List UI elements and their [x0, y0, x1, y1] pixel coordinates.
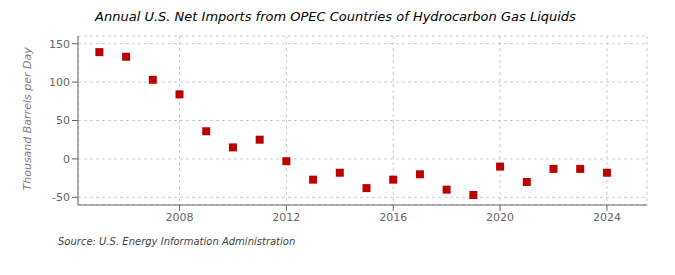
svg-text:2020: 2020 — [486, 211, 514, 224]
svg-text:2012: 2012 — [272, 211, 300, 224]
svg-text:2016: 2016 — [379, 211, 407, 224]
svg-text:2024: 2024 — [593, 211, 621, 224]
html-text:Annual U.S. Net Imports from O: Annual U.S. Net Imports from OPEC Countr… — [95, 9, 576, 24]
svg-text:50: 50 — [56, 114, 70, 127]
svg-text:-50: -50 — [52, 191, 70, 204]
svg-text:100: 100 — [49, 76, 70, 89]
svg-text:0: 0 — [63, 153, 70, 166]
html-text:Source: U.S. Energy Informatio: Source: U.S. Energy Information Administ… — [58, 236, 296, 247]
svg-text:2008: 2008 — [166, 211, 194, 224]
svg-text:Thousand Barrels per Day: Thousand Barrels per Day — [21, 47, 34, 191]
svg-text:150: 150 — [49, 38, 70, 51]
